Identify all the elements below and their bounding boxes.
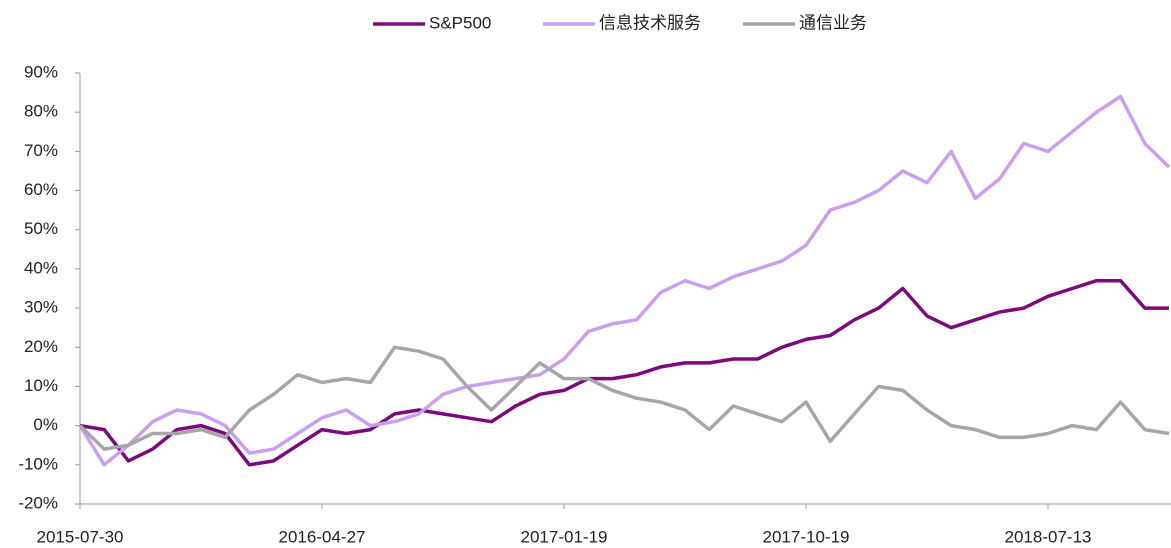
y-tick-label: 10% <box>24 376 58 395</box>
x-tick-label: 2017-10-19 <box>763 527 850 546</box>
x-tick-label: 2017-01-19 <box>521 527 608 546</box>
legend-label: 通信业务 <box>799 13 867 32</box>
y-tick-label: -10% <box>18 454 58 473</box>
y-tick-label: 50% <box>24 219 58 238</box>
y-tick-label: 0% <box>33 415 58 434</box>
series-line <box>78 345 1170 451</box>
legend-label: 信息技术服务 <box>599 13 701 32</box>
y-tick-label: 30% <box>24 298 58 317</box>
y-tick-label: 20% <box>24 337 58 356</box>
y-tick-label: 70% <box>24 141 58 160</box>
y-tick-label: -20% <box>18 493 58 512</box>
legend-label: S&P500 <box>429 13 491 32</box>
x-tick-label: 2015-07-30 <box>37 527 124 546</box>
series-line <box>79 278 1169 467</box>
x-tick-label: 2016-04-27 <box>279 527 366 546</box>
x-tick-label: 2018-07-13 <box>1005 527 1092 546</box>
y-tick-label: 60% <box>24 180 58 199</box>
series-line <box>78 94 1171 467</box>
y-tick-label: 40% <box>24 258 58 277</box>
y-tick-label: 90% <box>24 62 58 81</box>
y-tick-label: 80% <box>24 102 58 121</box>
